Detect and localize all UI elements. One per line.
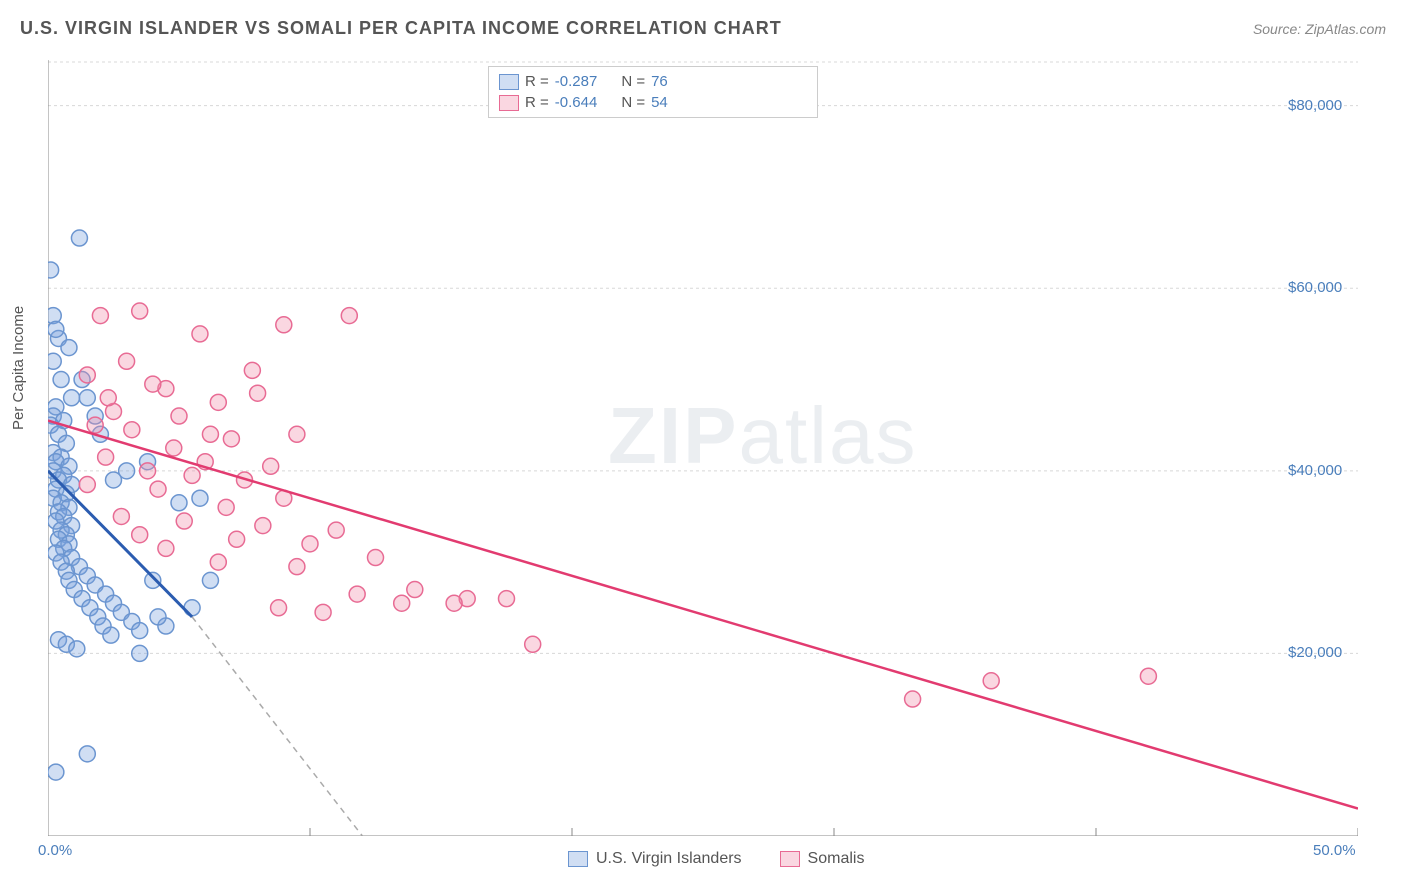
legend-series-label: U.S. Virgin Islanders [596, 850, 742, 868]
n-value: 76 [651, 73, 668, 90]
x-tick-label: 0.0% [38, 842, 72, 859]
scatter-chart-svg [48, 60, 1358, 836]
series-legend: U.S. Virgin Islanders Somalis [568, 850, 894, 868]
y-tick-label: $60,000 [1288, 279, 1342, 296]
n-label: N = [621, 94, 645, 111]
series-swatch [499, 95, 519, 111]
source-label: Source: [1253, 21, 1301, 37]
y-tick-label: $40,000 [1288, 462, 1342, 479]
legend-swatch [780, 851, 800, 867]
y-tick-label: $80,000 [1288, 97, 1342, 114]
legend-swatch [568, 851, 588, 867]
r-label: R = [525, 73, 549, 90]
stats-row: R = -0.287 N = 76 [499, 71, 807, 92]
r-label: R = [525, 94, 549, 111]
x-tick-label: 50.0% [1313, 842, 1356, 859]
stats-row: R = -0.644 N = 54 [499, 92, 807, 113]
chart-title: U.S. VIRGIN ISLANDER VS SOMALI PER CAPIT… [20, 18, 782, 39]
n-value: 54 [651, 94, 668, 111]
correlation-stats-box: R = -0.287 N = 76 R = -0.644 N = 54 [488, 66, 818, 118]
series-swatch [499, 74, 519, 90]
n-label: N = [621, 73, 645, 90]
y-axis-label: Per Capita Income [10, 306, 27, 430]
chart-plot-area: ZIPatlas R = -0.287N = 76R = -0.644N = 5… [48, 60, 1358, 836]
y-tick-label: $20,000 [1288, 644, 1342, 661]
source-attribution: Source: ZipAtlas.com [1253, 21, 1386, 37]
source-link[interactable]: ZipAtlas.com [1305, 21, 1386, 37]
r-value: -0.287 [555, 73, 598, 90]
r-value: -0.644 [555, 94, 598, 111]
legend-series-label: Somalis [808, 850, 865, 868]
